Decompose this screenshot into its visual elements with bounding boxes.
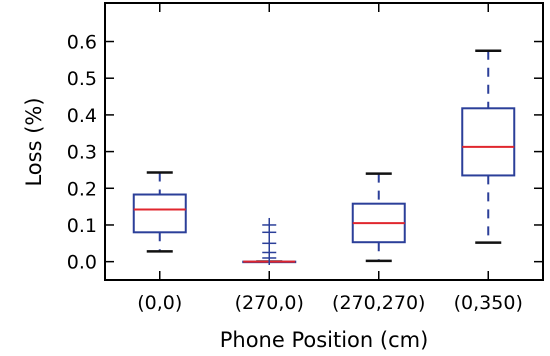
y-tick-label: 0.6	[67, 32, 97, 54]
outlier-point	[262, 217, 277, 232]
y-tick-label: 0.2	[67, 178, 97, 200]
plot-frame	[104, 2, 544, 281]
x-axis: (0,0) (270,0) (270,270) (0,350)	[137, 3, 523, 314]
box-group	[132, 171, 187, 253]
y-tick-label: 0.4	[67, 105, 97, 127]
y-tick-label: 0.3	[67, 142, 97, 164]
box-group	[351, 172, 406, 263]
box-iqr	[132, 193, 187, 234]
x-axis-title: Phone Position (cm)	[220, 328, 429, 352]
box-group	[461, 49, 516, 244]
y-tick-label: 0.0	[67, 252, 97, 274]
x-tick-label: (270,0)	[235, 292, 304, 314]
box-group	[242, 217, 297, 265]
y-tick-label: 0.1	[67, 215, 97, 237]
x-tick-label: (0,0)	[137, 292, 182, 314]
x-tick-label: (0,350)	[454, 292, 523, 314]
y-axis: 0.0 0.1 0.2 0.3 0.4 0.5 0.6	[67, 32, 543, 274]
box-iqr	[461, 107, 516, 177]
y-axis-title: Loss (%)	[22, 97, 46, 186]
x-tick-label: (270,270)	[332, 292, 425, 314]
boxes-layer	[132, 49, 516, 265]
y-tick-label: 0.5	[67, 68, 97, 90]
